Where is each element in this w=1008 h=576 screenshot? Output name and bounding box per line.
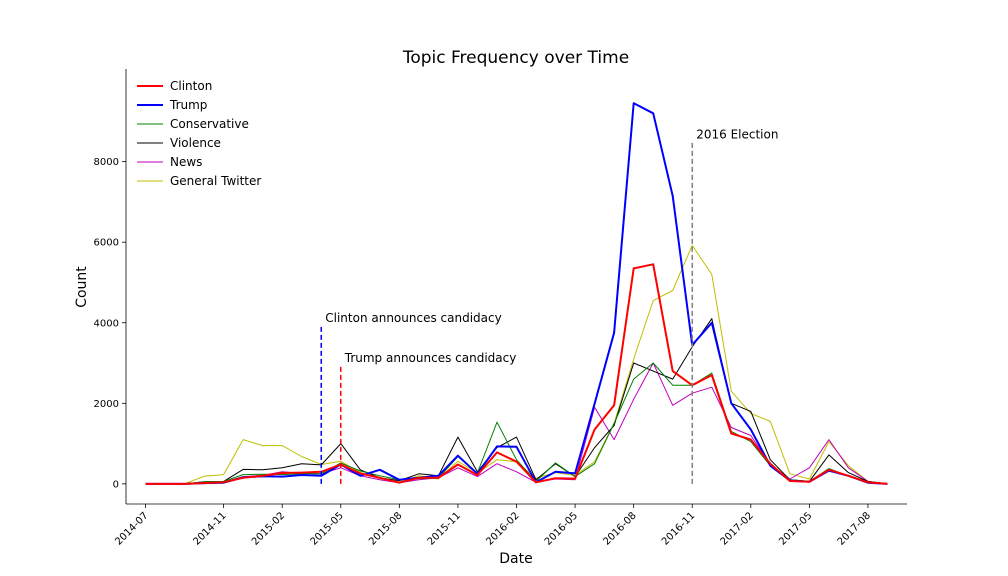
y-tick-label: 4000 — [94, 318, 119, 329]
x-tick-label: 2015-08 — [367, 510, 404, 547]
legend-label: Trump — [169, 98, 207, 112]
y-tick-label: 6000 — [94, 238, 119, 249]
x-tick-label: 2016-08 — [601, 510, 638, 547]
x-axis-label: Date — [499, 551, 532, 567]
legend-label: General Twitter — [170, 174, 261, 188]
annotation-label: Trump announces candidacy — [344, 351, 517, 365]
legend-label: Clinton — [170, 79, 212, 93]
x-tick-label: 2014-07 — [113, 510, 150, 547]
x-tick-label: 2015-05 — [309, 510, 346, 547]
legend-label: Conservative — [170, 117, 249, 131]
legend-label: News — [170, 155, 202, 169]
y-tick-label: 8000 — [94, 157, 119, 168]
chart-legend: Clinton Trump Conservative Violence News Gene… — [137, 79, 261, 188]
plot-area: Clinton announces candidacy Trump announc… — [145, 102, 888, 485]
chart-title: Topic Frequency over Time — [402, 48, 629, 68]
x-tick-label: 2014-11 — [191, 510, 228, 547]
x-axis-ticks: 2014-07 2014-11 2015-02 2015-05 2015-08 2015-… — [113, 504, 873, 548]
x-tick-label: 2015-02 — [250, 510, 287, 547]
series-line-violence — [145, 318, 888, 485]
legend-label: Violence — [170, 136, 221, 150]
x-tick-label: 2016-02 — [484, 510, 521, 547]
x-tick-label: 2017-08 — [836, 510, 873, 547]
y-tick-label: 2000 — [94, 399, 119, 410]
x-tick-label: 2016-11 — [660, 510, 697, 547]
x-tick-label: 2017-02 — [719, 510, 756, 547]
y-axis-ticks: 0 2000 4000 6000 8000 — [94, 157, 126, 490]
series-line-trump — [145, 102, 888, 485]
y-tick-label: 0 — [113, 479, 119, 490]
x-tick-label: 2015-11 — [426, 510, 463, 547]
annotation-label: Clinton announces candidacy — [325, 311, 501, 325]
x-tick-label: 2017-05 — [777, 510, 814, 547]
series-line-clinton — [145, 263, 888, 485]
x-tick-label: 2016-05 — [543, 510, 580, 547]
y-axis-label: Count — [74, 266, 90, 308]
annotation-label: 2016 Election — [696, 128, 778, 142]
